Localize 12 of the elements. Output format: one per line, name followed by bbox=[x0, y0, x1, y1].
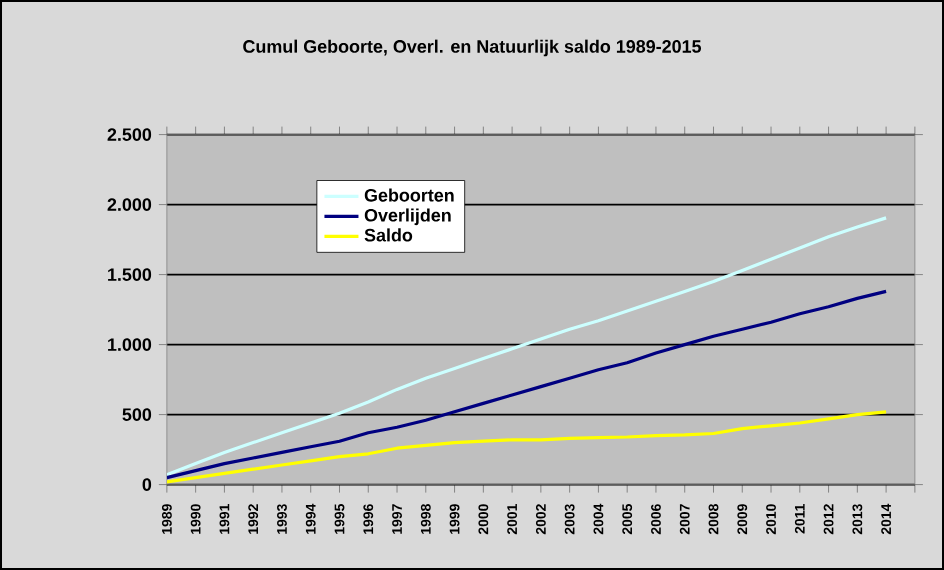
line-series bbox=[166, 410, 888, 484]
y-tick-label: 500 bbox=[122, 408, 152, 421]
y-tick-label: 1.000 bbox=[108, 338, 152, 351]
legend-label: Saldo bbox=[364, 228, 413, 242]
line-series bbox=[166, 289, 888, 480]
y-tick-label: 1.500 bbox=[108, 268, 152, 281]
legend-label: Geboorten bbox=[364, 188, 454, 202]
y-tick-label: 0 bbox=[142, 478, 152, 491]
y-tick-label: 2.000 bbox=[107, 198, 152, 211]
chart-title: Cumul Geboorte, Overl. en Natuurlijk saldo 1989-2015 bbox=[243, 39, 702, 57]
y-tick-label: 2.500 bbox=[107, 128, 152, 141]
legend-label: Overlijden bbox=[364, 208, 451, 226]
